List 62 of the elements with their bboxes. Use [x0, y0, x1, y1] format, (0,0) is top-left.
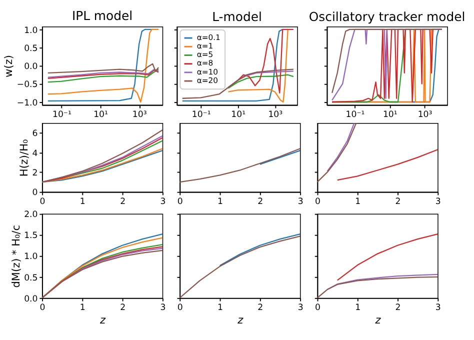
x-tick-label: 1 [218, 196, 224, 207]
y-tick-label: 1.0 [24, 26, 38, 36]
x-tick-label: 10¹ [231, 110, 246, 120]
x-tick-label: 0 [40, 302, 46, 313]
x-tick-label: 1 [80, 196, 86, 207]
x-tick-label: 10¹ [382, 110, 398, 120]
y-tick-label: −0.5 [16, 80, 38, 90]
y-axis-title: H(z)/H₀ [18, 139, 30, 177]
y-tick-label: −1.0 [16, 98, 38, 108]
y-tick-label: 2.0 [24, 210, 38, 220]
y-tick-label: 4 [32, 148, 38, 159]
x-tick-label: 2 [395, 196, 401, 207]
x-tick-label: 2 [258, 196, 264, 207]
chart-title: IPL model [72, 8, 133, 23]
legend-label: α=20 [196, 76, 218, 85]
y-tick-label: 6 [32, 129, 38, 140]
x-tick-label: 3 [298, 196, 304, 207]
x-tick-label: 3 [298, 302, 304, 313]
y-tick-label: 1.0 [24, 252, 38, 262]
x-axis-title: z [98, 314, 106, 326]
x-tick-label: 0 [177, 196, 183, 207]
x-tick-label: 0 [177, 302, 183, 313]
y-tick-label: 0.5 [24, 273, 38, 284]
legend-label: α=0.1 [196, 32, 221, 42]
x-tick-label: 10³ [268, 110, 284, 120]
y-tick-label: 0 [32, 188, 38, 198]
x-tick-label: 10³ [132, 110, 148, 120]
x-tick-label: 3 [160, 302, 166, 313]
x-axis-title: z [374, 314, 382, 326]
y-tick-label: 0.5 [24, 44, 38, 54]
y-axis-title: dM(z) * H₀/c [10, 224, 22, 288]
x-tick-label: 1 [355, 302, 361, 313]
legend-label: α=10 [196, 67, 218, 76]
x-tick-label: 10⁻¹ [52, 110, 72, 120]
legend-label: α=8 [196, 58, 214, 68]
x-tick-label: 10⁻¹ [346, 110, 365, 120]
x-tick-label: 10¹ [94, 110, 108, 120]
x-tick-label: 0 [315, 302, 320, 313]
x-tick-label: 2 [120, 302, 126, 313]
x-tick-label: 0 [315, 196, 320, 207]
y-axis-title: w(z) [3, 55, 16, 78]
chart-title: Oscillatory tracker model [308, 8, 466, 24]
x-tick-label: 1 [218, 302, 224, 313]
legend-label: α=1 [196, 42, 214, 51]
x-tick-label: 3 [435, 196, 441, 207]
legend-label: α=5 [196, 50, 214, 60]
y-tick-label: 0.0 [24, 294, 38, 304]
x-tick-label: 10³ [418, 110, 433, 120]
x-tick-label: 1 [80, 302, 86, 313]
chart-title: L-model [212, 8, 262, 24]
x-tick-label: 10⁻¹ [192, 110, 211, 120]
x-tick-label: 2 [395, 302, 401, 313]
x-tick-label: 1 [355, 196, 361, 207]
y-tick-label: 1.5 [24, 231, 38, 242]
x-tick-label: 2 [258, 302, 264, 313]
y-tick-label: 0.0 [24, 62, 38, 72]
x-tick-label: 3 [435, 302, 441, 313]
x-tick-label: 0 [40, 196, 46, 207]
y-tick-label: 2 [32, 168, 38, 179]
x-axis-title: z [236, 314, 244, 326]
x-tick-label: 2 [120, 196, 126, 207]
x-tick-label: 3 [160, 196, 166, 207]
